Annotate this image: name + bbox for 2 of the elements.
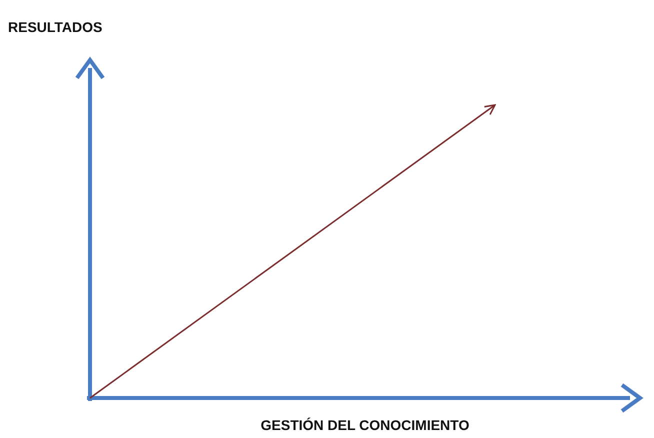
y-axis-title: RESULTADOS	[8, 19, 102, 35]
x-axis-title: GESTIÓN DEL CONOCIMIENTO	[260, 417, 470, 433]
